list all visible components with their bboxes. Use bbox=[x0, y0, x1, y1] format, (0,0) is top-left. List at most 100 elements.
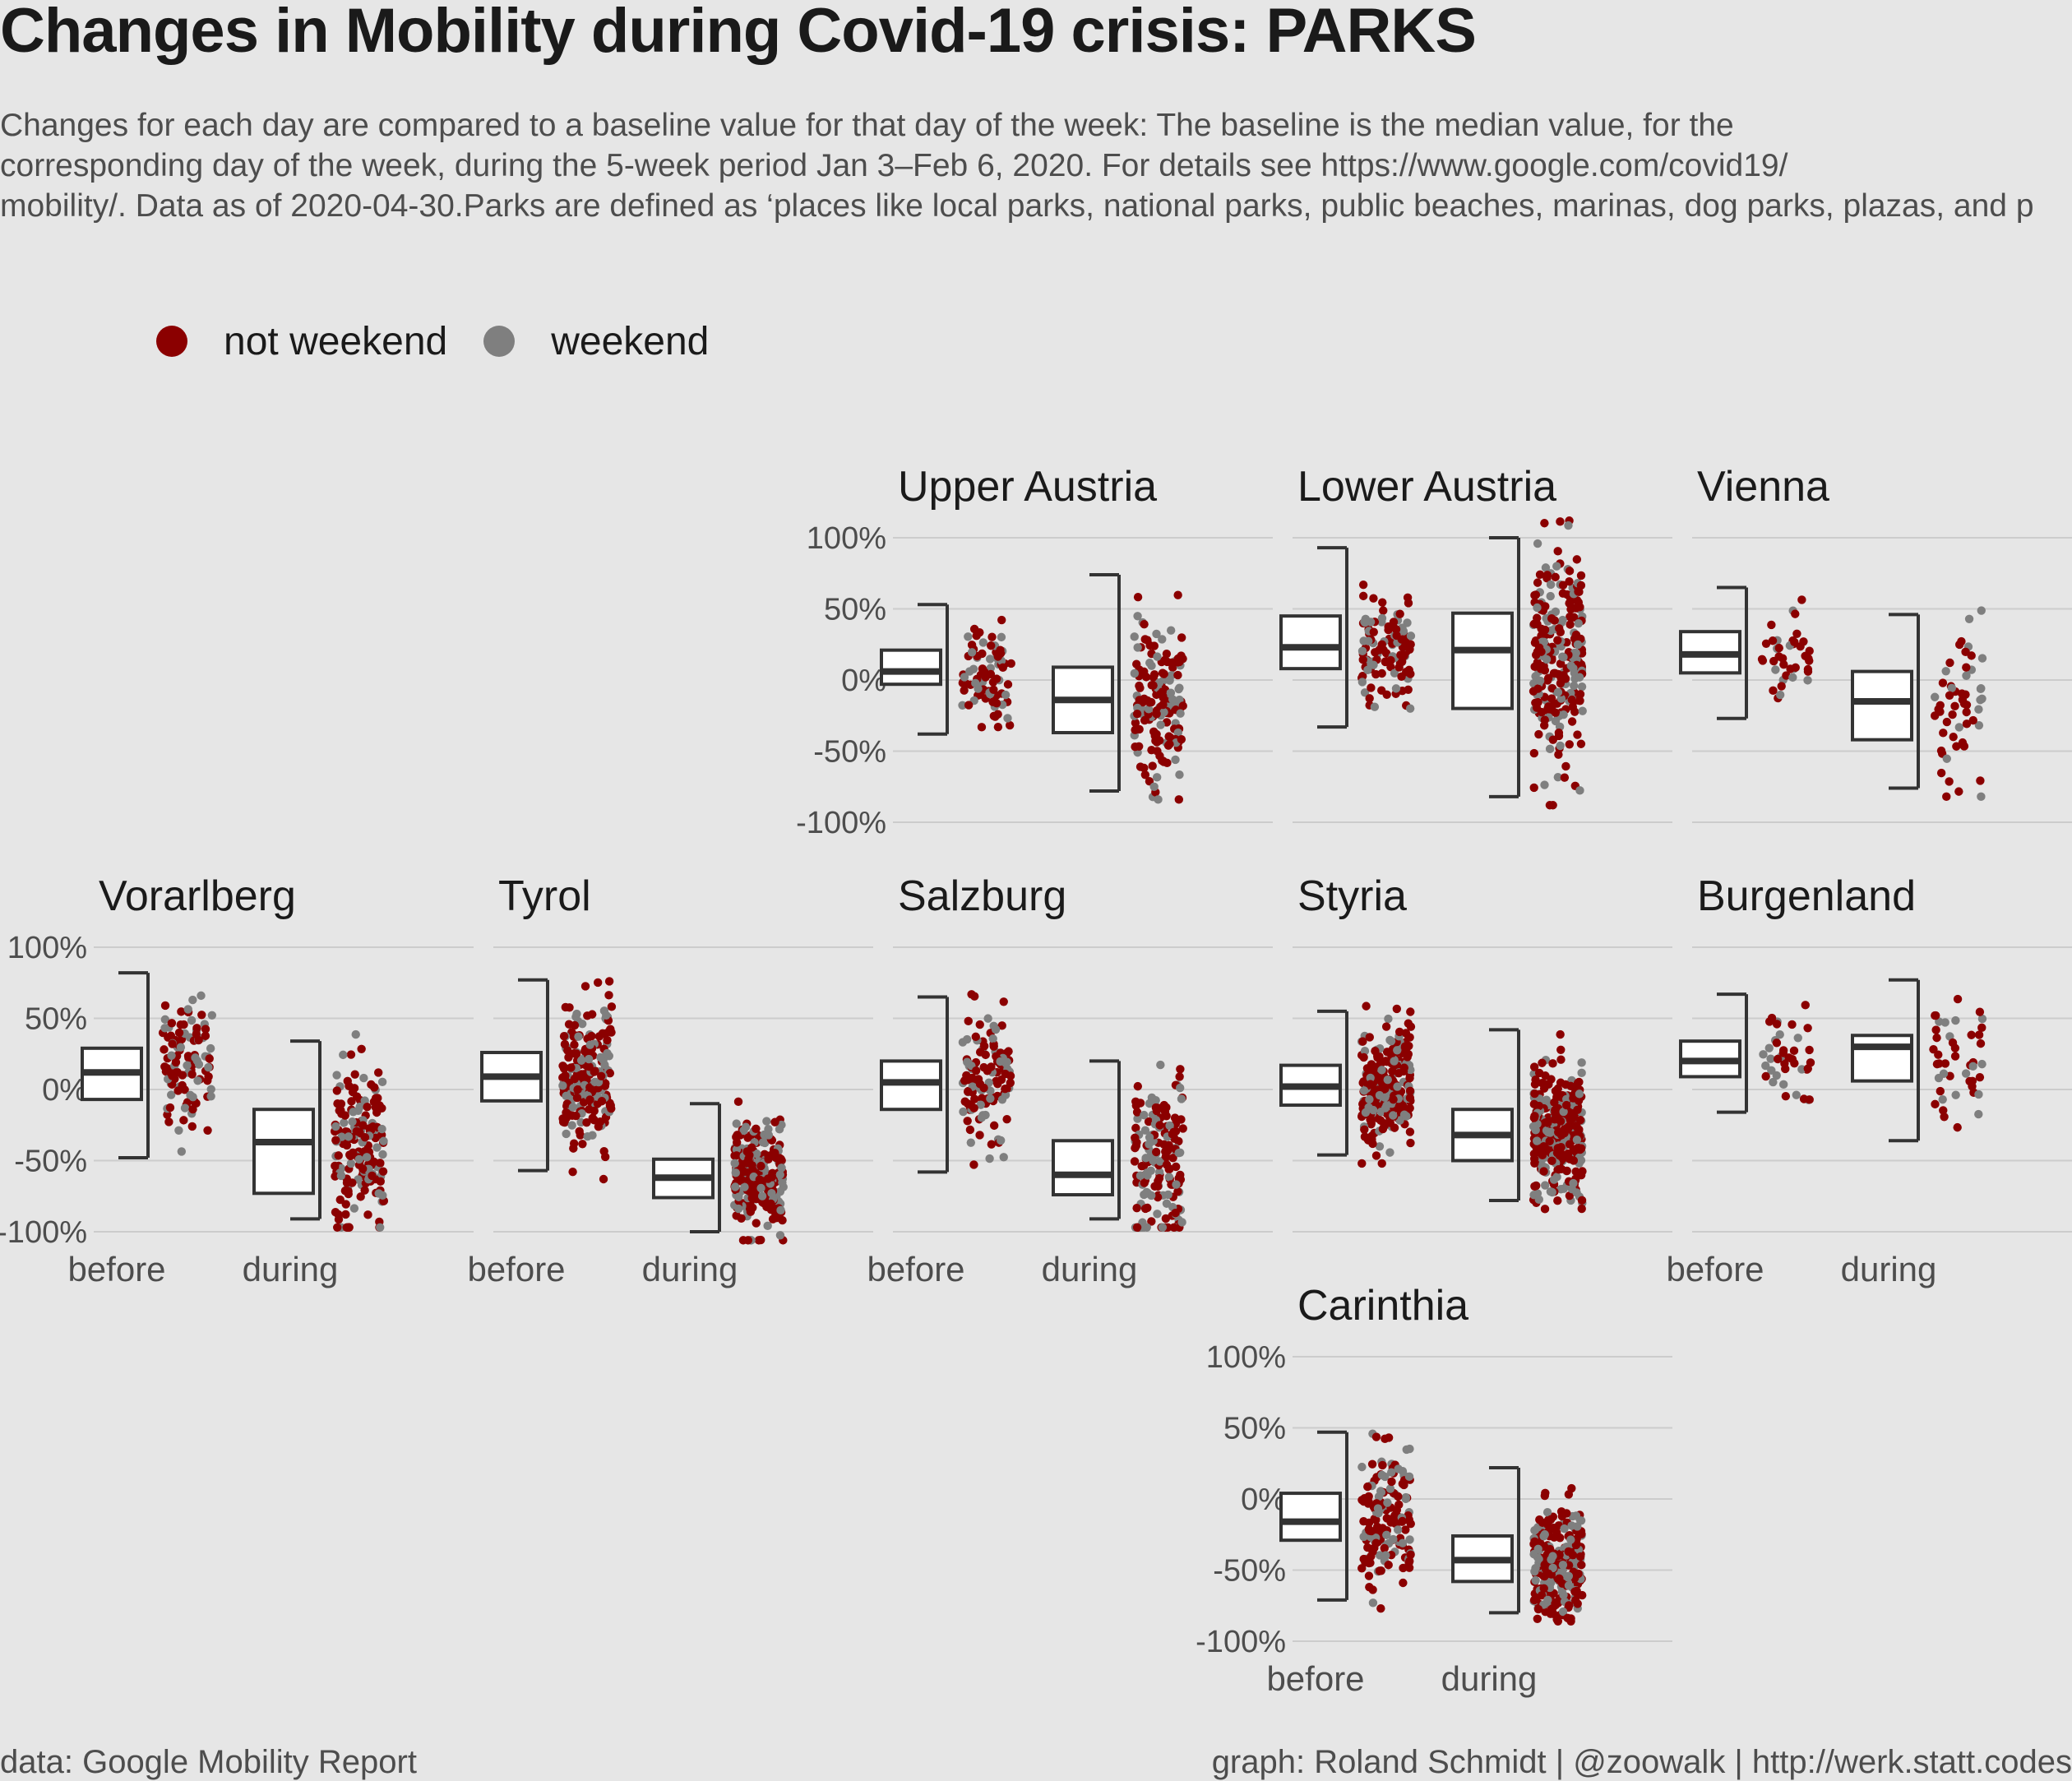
subtitle-line-2: corresponding day of the week, during th… bbox=[0, 148, 1788, 183]
point-not-weekend bbox=[179, 1020, 188, 1029]
legend-item-not-weekend: not weekend bbox=[156, 319, 447, 364]
point-weekend bbox=[1393, 1525, 1403, 1534]
point-weekend bbox=[1566, 661, 1575, 670]
point-not-weekend bbox=[165, 1103, 175, 1113]
point-not-weekend bbox=[1556, 659, 1566, 668]
point-weekend bbox=[574, 1032, 583, 1041]
point-weekend bbox=[966, 1138, 976, 1147]
point-weekend bbox=[167, 1051, 176, 1060]
point-weekend bbox=[1559, 653, 1568, 662]
y-tick-label: 0% bbox=[841, 664, 886, 698]
point-not-weekend bbox=[572, 1093, 582, 1103]
x-tick-label-before: before bbox=[1666, 1250, 1764, 1288]
point-not-weekend bbox=[1176, 1065, 1185, 1074]
point-not-weekend bbox=[1543, 1118, 1552, 1127]
box bbox=[1052, 1139, 1114, 1197]
point-not-weekend bbox=[1550, 1098, 1559, 1107]
point-weekend bbox=[1390, 1057, 1399, 1066]
point-not-weekend bbox=[1362, 1002, 1371, 1011]
point-weekend bbox=[336, 1171, 346, 1181]
point-not-weekend bbox=[173, 1086, 183, 1095]
point-weekend bbox=[1545, 744, 1555, 754]
x-tick-label-before: before bbox=[867, 1250, 964, 1288]
point-not-weekend bbox=[357, 1044, 366, 1053]
x-tick-label-during: during bbox=[642, 1250, 738, 1288]
point-not-weekend bbox=[1931, 1011, 1940, 1020]
point-not-weekend bbox=[174, 1028, 184, 1038]
point-not-weekend bbox=[1565, 576, 1574, 586]
point-not-weekend bbox=[747, 1188, 756, 1197]
point-weekend bbox=[775, 1231, 785, 1240]
point-not-weekend bbox=[1406, 1550, 1415, 1560]
point-not-weekend bbox=[1534, 643, 1544, 652]
y-tick-label: 0% bbox=[42, 1073, 87, 1108]
point-weekend bbox=[206, 1092, 215, 1101]
point-not-weekend bbox=[1565, 1140, 1575, 1149]
point-weekend bbox=[349, 1204, 359, 1213]
point-weekend bbox=[1977, 792, 1986, 802]
point-weekend bbox=[1001, 690, 1011, 700]
point-weekend bbox=[1531, 1575, 1540, 1585]
point-not-weekend bbox=[983, 1066, 992, 1076]
point-not-weekend bbox=[179, 1116, 188, 1125]
point-not-weekend bbox=[1940, 1113, 1949, 1122]
point-weekend bbox=[1542, 1508, 1552, 1517]
point-weekend bbox=[776, 1205, 785, 1215]
point-not-weekend bbox=[1140, 763, 1149, 773]
point-not-weekend bbox=[1757, 655, 1767, 664]
point-not-weekend bbox=[1178, 1124, 1187, 1133]
point-weekend bbox=[1567, 1521, 1576, 1530]
point-not-weekend bbox=[1135, 683, 1145, 692]
point-not-weekend bbox=[1168, 658, 1177, 668]
point-not-weekend bbox=[1131, 1097, 1140, 1106]
point-weekend bbox=[1556, 1185, 1566, 1194]
point-not-weekend bbox=[963, 1087, 973, 1096]
point-not-weekend bbox=[1936, 701, 1945, 710]
point-not-weekend bbox=[1939, 729, 1948, 738]
point-not-weekend bbox=[1769, 656, 1778, 666]
point-weekend bbox=[1571, 649, 1581, 658]
point-weekend bbox=[1366, 1073, 1375, 1083]
point-not-weekend bbox=[1165, 739, 1174, 749]
point-not-weekend bbox=[1533, 578, 1542, 587]
point-weekend bbox=[354, 1154, 363, 1164]
point-not-weekend bbox=[1377, 686, 1386, 695]
point-weekend bbox=[985, 655, 995, 664]
point-not-weekend bbox=[1537, 1591, 1547, 1600]
point-not-weekend bbox=[1529, 783, 1538, 793]
point-not-weekend bbox=[965, 1125, 975, 1135]
point-not-weekend bbox=[1364, 1571, 1374, 1580]
point-not-weekend bbox=[334, 1210, 343, 1219]
point-not-weekend bbox=[1936, 768, 1946, 778]
point-weekend bbox=[1154, 795, 1163, 804]
point-not-weekend bbox=[1368, 1585, 1377, 1594]
chart-subtitle: Changes for each day are compared to a b… bbox=[0, 105, 2072, 226]
point-not-weekend bbox=[993, 652, 1002, 661]
point-weekend bbox=[1152, 629, 1161, 639]
point-not-weekend bbox=[590, 1066, 599, 1076]
point-weekend bbox=[1533, 603, 1542, 613]
point-not-weekend bbox=[1533, 613, 1542, 622]
point-not-weekend bbox=[1565, 1191, 1575, 1200]
point-weekend bbox=[1405, 704, 1415, 713]
point-not-weekend bbox=[969, 1103, 978, 1113]
point-not-weekend bbox=[1368, 1139, 1377, 1149]
point-weekend bbox=[348, 1117, 357, 1126]
point-weekend bbox=[997, 632, 1006, 642]
point-not-weekend bbox=[1540, 519, 1549, 528]
point-weekend bbox=[583, 1131, 592, 1141]
point-not-weekend bbox=[1788, 1020, 1797, 1029]
point-weekend bbox=[1377, 1066, 1386, 1075]
point-not-weekend bbox=[1975, 1072, 1985, 1082]
point-not-weekend bbox=[1554, 750, 1563, 759]
point-not-weekend bbox=[1175, 657, 1184, 667]
point-not-weekend bbox=[1546, 1515, 1556, 1524]
point-weekend bbox=[1373, 1504, 1383, 1513]
point-not-weekend bbox=[981, 673, 990, 682]
point-not-weekend bbox=[573, 1085, 582, 1094]
point-weekend bbox=[732, 1119, 741, 1128]
point-not-weekend bbox=[164, 1117, 173, 1126]
point-not-weekend bbox=[1575, 1552, 1585, 1561]
x-tick-label-during: during bbox=[1042, 1250, 1138, 1288]
point-not-weekend bbox=[1962, 663, 1971, 672]
